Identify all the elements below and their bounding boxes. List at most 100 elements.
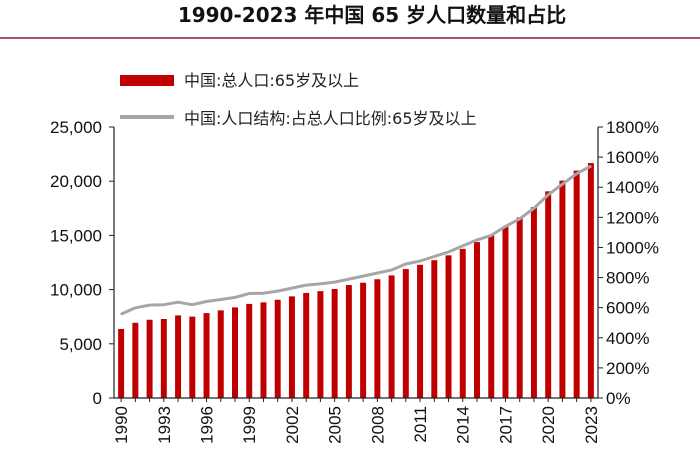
series-line-ratio [120, 164, 592, 316]
x-tick-label: 2008 [368, 406, 387, 444]
line-point-2005 [333, 281, 336, 283]
bar-2017 [502, 226, 509, 398]
bar-2011 [417, 264, 424, 398]
x-tick-label: 1999 [240, 406, 259, 444]
y-left-tick-label: 5,000 [59, 335, 102, 354]
bar-2023 [587, 163, 594, 398]
y-right-tick-label: 400% [606, 329, 649, 348]
line-point-1996 [205, 300, 208, 303]
bar-1999 [246, 303, 253, 398]
legend-line-label: 中国:人口结构:占总人口比例:65岁及以上 [184, 109, 477, 128]
bar-2016 [488, 235, 495, 398]
bar-2000 [260, 302, 267, 398]
bar-1991 [132, 322, 139, 398]
x-tick-label: 2017 [496, 406, 515, 444]
line-point-2022 [575, 172, 578, 175]
line-point-1990 [120, 313, 122, 315]
bar-1994 [175, 315, 182, 398]
bar-2020 [545, 191, 552, 398]
y-right-tick-label: 800% [606, 269, 649, 288]
y-left-tick-label: 15,000 [50, 226, 102, 245]
bar-1992 [146, 319, 153, 398]
x-tick-label: 2011 [411, 406, 430, 443]
x-tick-label: 1990 [112, 406, 131, 444]
bar-2007 [360, 282, 367, 398]
bar-1997 [217, 310, 224, 398]
line-point-1995 [191, 303, 194, 306]
bar-1996 [203, 313, 210, 398]
y-right-tick-label: 1000% [606, 238, 659, 257]
y-right-tick-label: 0% [606, 389, 631, 408]
line-point-2010 [405, 263, 407, 265]
line-point-2003 [305, 284, 307, 286]
bar-2009 [388, 275, 395, 398]
legend: 中国:总人口:65岁及以上 中国:人口结构:占总人口比例:65岁及以上 [120, 71, 477, 128]
bar-2008 [374, 279, 381, 398]
bar-2001 [274, 299, 281, 398]
bar-2002 [288, 296, 295, 398]
line-point-1991 [134, 307, 137, 309]
x-tick-label: 2020 [539, 406, 558, 444]
line-point-2011 [419, 260, 421, 262]
bar-1998 [232, 307, 238, 398]
y-left-tick-label: 10,000 [50, 281, 102, 300]
y-right-tick-label: 1200% [606, 208, 659, 227]
x-tick-label: 1993 [155, 406, 174, 444]
line-point-2008 [376, 272, 379, 274]
y-right-tick-label: 600% [606, 299, 649, 318]
line-point-2014 [461, 245, 464, 247]
bar-2006 [345, 285, 352, 398]
y-left-tick-label: 20,000 [50, 172, 102, 191]
y-right-tick-label: 1800% [606, 118, 659, 137]
bar-2012 [431, 260, 438, 398]
line-point-2006 [348, 278, 350, 280]
bar-2014 [459, 248, 466, 398]
line-point-2021 [561, 183, 564, 186]
chart-title: 1990-2023 年中国 65 岁人口数量和占比 [178, 3, 566, 27]
x-tick-label: 2023 [582, 406, 601, 444]
bar-2022 [573, 170, 580, 398]
line-point-2009 [390, 269, 393, 271]
line-point-2017 [504, 225, 507, 228]
bar-2010 [402, 269, 409, 398]
bar-2005 [331, 289, 338, 398]
line-point-1992 [148, 304, 151, 306]
line-point-1999 [248, 292, 251, 295]
y-right-tick-label: 1400% [606, 178, 659, 197]
line-point-2015 [476, 239, 478, 241]
line-point-2018 [518, 218, 521, 220]
line-point-2016 [490, 234, 493, 237]
legend-bar-label: 中国:总人口:65岁及以上 [184, 71, 359, 90]
bar-1995 [189, 316, 196, 398]
x-tick-label: 2005 [326, 406, 345, 444]
line-point-1997 [219, 298, 222, 301]
x-tick-label: 2002 [283, 406, 302, 444]
line-point-2007 [362, 275, 364, 277]
bar-2021 [559, 180, 566, 398]
line-point-1993 [163, 303, 165, 306]
line-point-2001 [276, 290, 279, 292]
plot-area: 0 5,000 10,000 15,000 20,000 25,000 0% 200% 400%… [50, 118, 659, 444]
bar-1993 [160, 318, 167, 398]
line-point-2004 [319, 283, 322, 285]
bar-2018 [516, 217, 523, 398]
bar-2003 [303, 292, 310, 398]
line-point-2002 [291, 287, 293, 289]
line-point-2019 [533, 207, 535, 210]
y-right-tick-label: 1600% [606, 148, 659, 167]
x-tick-label: 2014 [454, 406, 473, 444]
line-point-2023 [590, 165, 592, 167]
bar-2013 [445, 255, 452, 398]
bar-2019 [530, 207, 537, 398]
line-point-2013 [447, 251, 450, 253]
line-point-1994 [177, 301, 179, 304]
line-point-2020 [547, 193, 549, 196]
bar-1990 [118, 328, 125, 398]
y-left-tick-label: 0 [93, 389, 102, 408]
x-tick-label: 1996 [197, 406, 216, 444]
bar-2015 [474, 242, 480, 398]
line-point-2012 [433, 255, 436, 258]
bar-2004 [317, 291, 324, 398]
y-right-tick-label: 200% [606, 359, 649, 378]
